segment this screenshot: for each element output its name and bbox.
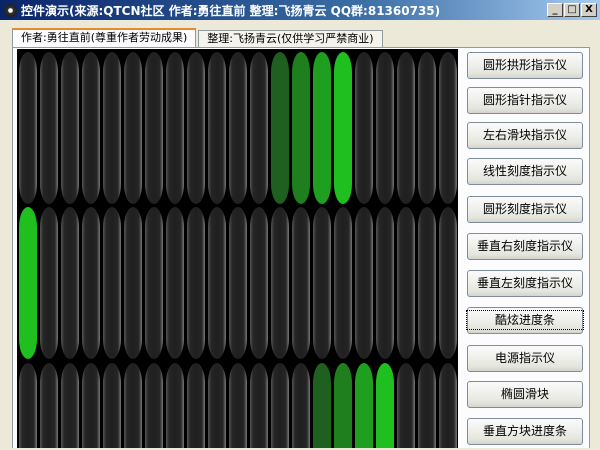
progress-pill: [187, 52, 205, 204]
progress-pill: [208, 52, 226, 204]
progress-pill: [250, 363, 268, 448]
progress-pill-lit: [19, 207, 37, 359]
progress-pill: [166, 207, 184, 359]
progress-pill: [376, 52, 394, 204]
progress-pill: [439, 52, 457, 204]
progress-pill: [271, 207, 289, 359]
progress-pill: [208, 207, 226, 359]
progress-pill: [439, 363, 457, 448]
progress-pill: [145, 207, 163, 359]
progress-pill: [124, 363, 142, 448]
progress-pill: [397, 207, 415, 359]
progress-pill: [229, 52, 247, 204]
title-bar: 控件演示(来源:QTCN社区 作者:勇往直前 整理:飞扬青云 QQ群:81360…: [0, 0, 600, 20]
progress-pill: [334, 207, 352, 359]
button-label: 线性刻度指示仪: [482, 164, 567, 178]
progress-pill: [40, 52, 58, 204]
demo-button[interactable]: 左右滑块指示仪: [467, 122, 583, 149]
demo-button[interactable]: 圆形刻度指示仪: [467, 196, 583, 223]
progress-pill: [145, 363, 163, 448]
progress-pill: [187, 363, 205, 448]
close-button[interactable]: X: [581, 3, 597, 17]
progress-pill-lit: [271, 52, 289, 204]
progress-pill: [124, 52, 142, 204]
tab-author[interactable]: 作者:勇往直前(尊重作者劳动成果): [12, 28, 197, 47]
progress-pill: [355, 52, 373, 204]
progress-pill: [19, 363, 37, 448]
progress-pill: [61, 207, 79, 359]
cool-progress-display: [17, 49, 458, 448]
progress-pill-lit: [292, 52, 310, 204]
progress-pill: [250, 207, 268, 359]
progress-pill: [292, 207, 310, 359]
progress-pill: [439, 207, 457, 359]
maximize-button[interactable]: □: [564, 3, 580, 17]
progress-pill: [82, 207, 100, 359]
button-label: 酷炫进度条: [465, 310, 585, 330]
button-label: 圆形拱形指示仪: [482, 58, 567, 72]
app-icon: [4, 3, 17, 17]
progress-pill-lit: [355, 363, 373, 448]
progress-pill: [355, 207, 373, 359]
button-label: 垂直左刻度指示仪: [476, 276, 573, 290]
demo-button[interactable]: 线性刻度指示仪: [467, 158, 583, 185]
progress-pill: [61, 52, 79, 204]
progress-pill: [166, 363, 184, 448]
progress-pill: [418, 207, 436, 359]
progress-pill: [397, 363, 415, 448]
demo-button[interactable]: 圆形指针指示仪: [467, 87, 583, 114]
progress-pill: [103, 207, 121, 359]
minimize-button[interactable]: _: [547, 3, 563, 17]
progress-pill: [61, 363, 79, 448]
button-label: 垂直方块进度条: [482, 424, 567, 438]
progress-pill: [187, 207, 205, 359]
demo-button[interactable]: 酷炫进度条: [465, 307, 585, 334]
progress-pill: [82, 363, 100, 448]
progress-pill: [229, 363, 247, 448]
progress-pill: [40, 363, 58, 448]
window-title: 控件演示(来源:QTCN社区 作者:勇往直前 整理:飞扬青云 QQ群:81360…: [21, 3, 441, 18]
progress-pill: [292, 363, 310, 448]
progress-pill: [313, 207, 331, 359]
progress-pill-lit: [376, 363, 394, 448]
progress-pill: [250, 52, 268, 204]
demo-button[interactable]: 电源指示仪: [467, 345, 583, 372]
button-label: 垂直右刻度指示仪: [476, 239, 573, 253]
progress-pill: [418, 363, 436, 448]
progress-pill: [19, 52, 37, 204]
tab-bar: 作者:勇往直前(尊重作者劳动成果) 整理:飞扬青云(仅供学习严禁商业): [12, 28, 385, 47]
progress-pill-lit: [313, 363, 331, 448]
progress-pill: [145, 52, 163, 204]
tab-organizer[interactable]: 整理:飞扬青云(仅供学习严禁商业): [198, 30, 383, 47]
button-label: 电源指示仪: [494, 351, 555, 365]
button-label: 圆形刻度指示仪: [482, 202, 567, 216]
progress-pill: [103, 363, 121, 448]
button-label: 左右滑块指示仪: [482, 128, 567, 142]
demo-button[interactable]: 圆形拱形指示仪: [467, 52, 583, 79]
progress-pill: [166, 52, 184, 204]
demo-button[interactable]: 椭圆滑块: [467, 381, 583, 408]
demo-button[interactable]: 垂直右刻度指示仪: [467, 233, 583, 260]
progress-pill: [376, 207, 394, 359]
progress-pill-lit: [334, 52, 352, 204]
progress-pill: [271, 363, 289, 448]
demo-button[interactable]: 垂直方块进度条: [467, 418, 583, 445]
button-label: 圆形指针指示仪: [482, 93, 567, 107]
progress-pill-lit: [334, 363, 352, 448]
progress-pill: [103, 52, 121, 204]
progress-pill: [82, 52, 100, 204]
progress-pill: [208, 363, 226, 448]
progress-pill: [418, 52, 436, 204]
progress-pill: [229, 207, 247, 359]
progress-pill: [397, 52, 415, 204]
button-label: 椭圆滑块: [500, 387, 549, 401]
demo-button[interactable]: 垂直左刻度指示仪: [467, 270, 583, 297]
progress-pill: [124, 207, 142, 359]
progress-pill-lit: [313, 52, 331, 204]
progress-pill: [40, 207, 58, 359]
